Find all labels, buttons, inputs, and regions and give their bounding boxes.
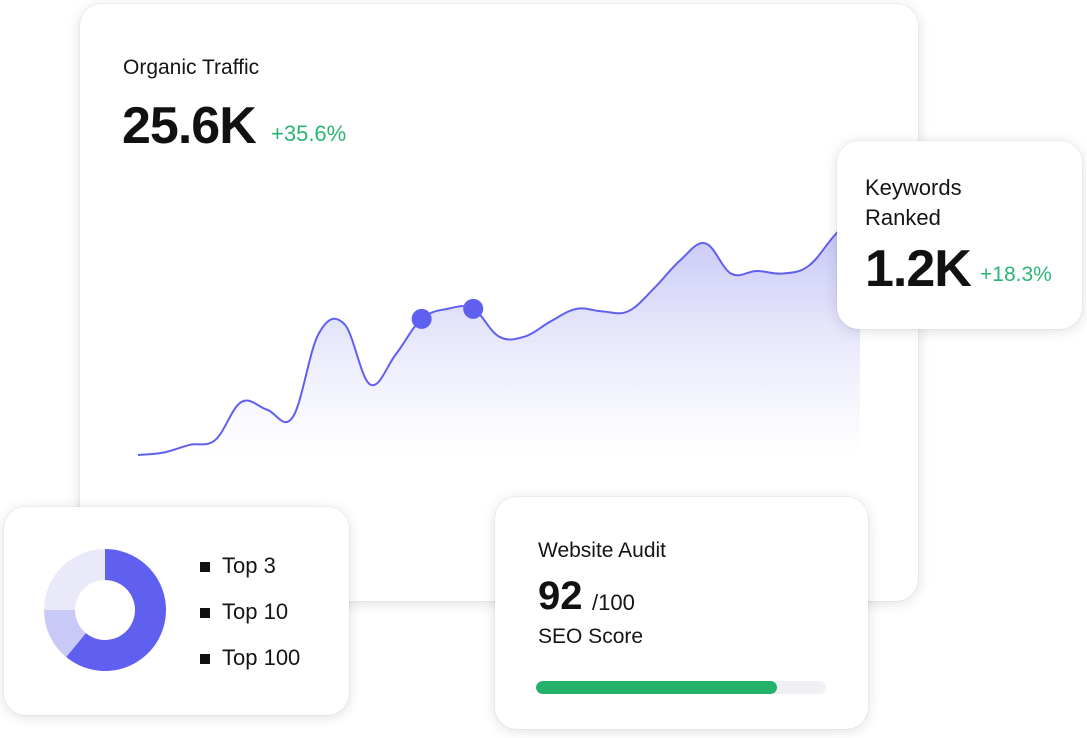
- legend-item-top-10: Top 10: [200, 600, 300, 646]
- traffic-data-point: [463, 298, 484, 319]
- legend-label: Top 3: [222, 553, 276, 578]
- traffic-series-line: [137, 207, 861, 456]
- donut-slice-3: [44, 549, 105, 610]
- traffic-area-chart: [137, 207, 861, 456]
- seo-score-max: /100: [592, 590, 635, 615]
- traffic-area-fill: [138, 208, 860, 455]
- legend-square-icon: [200, 654, 210, 664]
- ranking-distribution-card: Top 3 Top 10 Top 100: [4, 507, 349, 715]
- seo-score-progress-fill: [536, 681, 777, 694]
- legend-label: Top 10: [222, 599, 289, 624]
- seo-score-progress-bar: [536, 681, 826, 694]
- legend-square-icon: [200, 608, 210, 618]
- organic-traffic-value: 25.6K: [122, 97, 257, 155]
- donut-slice-1: [66, 549, 166, 671]
- organic-traffic-card: Organic Traffic 25.6K +35.6%: [80, 4, 918, 601]
- legend-item-top-3: Top 3: [200, 554, 300, 600]
- keywords-ranked-change: +18.3%: [980, 263, 1052, 286]
- traffic-data-point: [411, 308, 432, 329]
- website-audit-title: Website Audit: [538, 539, 667, 562]
- ranking-legend: Top 3 Top 10 Top 100: [200, 554, 300, 692]
- organic-traffic-title: Organic Traffic: [123, 56, 260, 79]
- keywords-ranked-value: 1.2K: [865, 240, 972, 298]
- organic-traffic-change: +35.6%: [271, 121, 347, 146]
- seo-score-value: 92: [538, 574, 583, 618]
- seo-score-label: SEO Score: [538, 625, 644, 648]
- keywords-ranked-card: Keywords Ranked 1.2K +18.3%: [837, 141, 1082, 329]
- legend-label: Top 100: [222, 645, 301, 670]
- keywords-ranked-title: Keywords Ranked: [865, 175, 962, 230]
- donut-slice-2: [44, 610, 86, 658]
- website-audit-card: Website Audit 92 /100 SEO Score: [495, 497, 868, 729]
- legend-item-top-100: Top 100: [200, 646, 300, 692]
- legend-square-icon: [200, 562, 210, 572]
- ranking-donut-chart: [44, 549, 166, 671]
